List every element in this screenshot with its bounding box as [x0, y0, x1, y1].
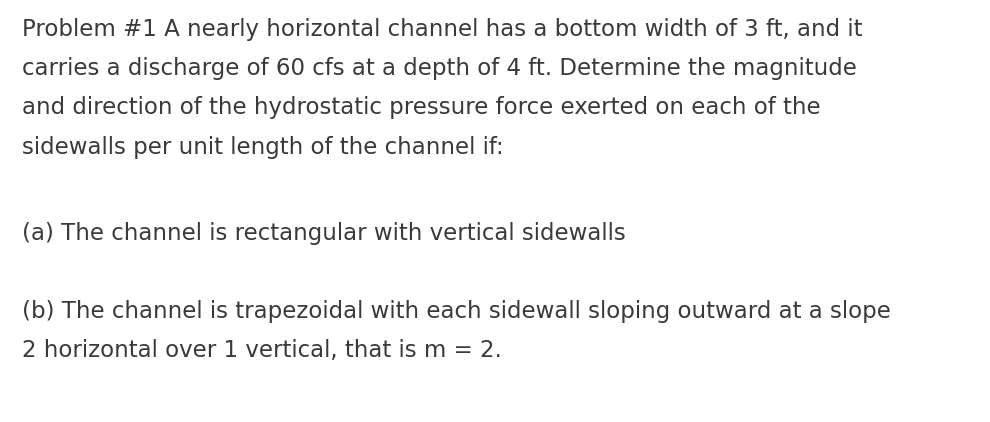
Text: (a) The channel is rectangular with vertical sidewalls: (a) The channel is rectangular with vert…	[22, 222, 626, 245]
Text: (b) The channel is trapezoidal with each sidewall sloping outward at a slope
2 h: (b) The channel is trapezoidal with each…	[22, 300, 891, 362]
Text: Problem #1 A nearly horizontal channel has a bottom width of 3 ft, and it
carrie: Problem #1 A nearly horizontal channel h…	[22, 18, 862, 159]
